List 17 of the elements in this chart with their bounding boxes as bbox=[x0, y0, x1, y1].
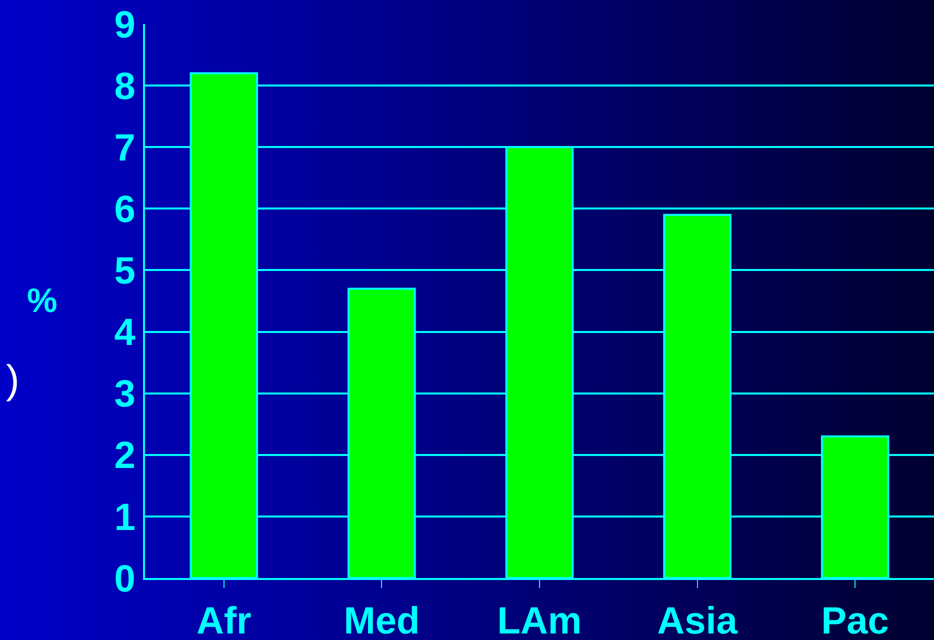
y-tick-label: 2 bbox=[114, 435, 136, 478]
x-tick-label: LAm bbox=[497, 600, 582, 640]
x-tick-label: Afr bbox=[196, 600, 252, 640]
y-tick-label: 3 bbox=[114, 374, 136, 416]
y-tick-label: 7 bbox=[114, 127, 136, 170]
y-tick-label: 5 bbox=[114, 250, 136, 293]
x-tick-label: Med bbox=[344, 600, 420, 640]
x-tick-label: Asia bbox=[657, 600, 738, 640]
y-tick-label: 0 bbox=[114, 558, 136, 600]
x-tick-label: Pac bbox=[821, 600, 889, 640]
y-tick-label: 6 bbox=[114, 188, 136, 231]
text: ) bbox=[6, 358, 20, 402]
y-tick-label: 1 bbox=[114, 496, 136, 539]
y-tick-label: 4 bbox=[114, 312, 136, 354]
y-tick-label: 8 bbox=[114, 66, 136, 108]
y-axis-title: % bbox=[27, 282, 58, 320]
y-tick-label: 9 bbox=[114, 4, 136, 46]
